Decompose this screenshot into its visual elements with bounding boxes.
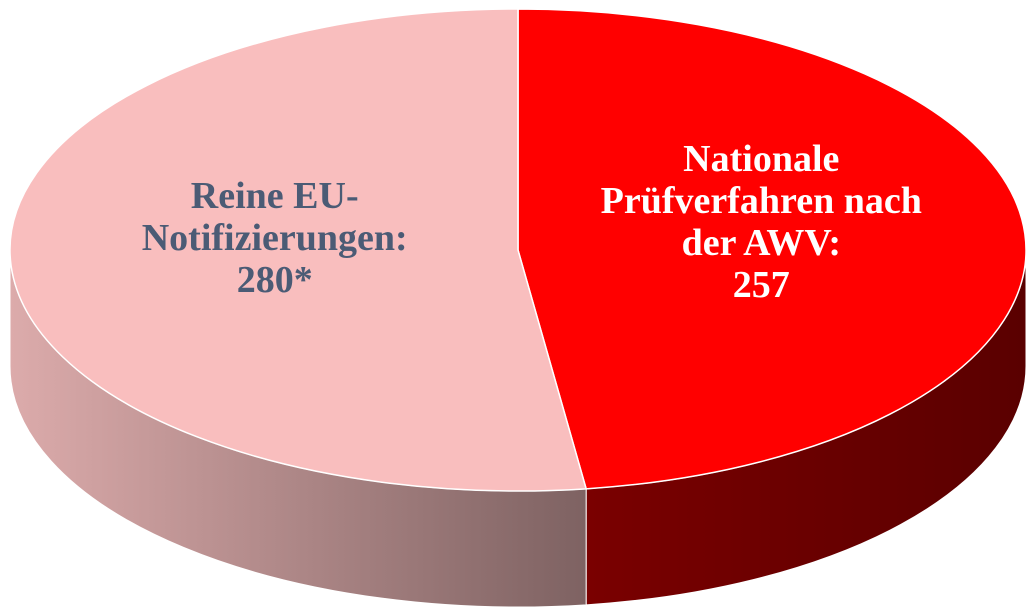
label-value: 280*: [236, 258, 313, 301]
label-name: Nationale Prüfverfahren nach der AWV:: [600, 138, 922, 265]
slice: [517, 8, 1027, 490]
label-name: Reine EU-Notifizierungen:: [141, 174, 408, 259]
slice: [9, 8, 588, 492]
label-value: 257: [732, 264, 790, 307]
data-label: Nationale Prüfverfahren nach der AWV: 257: [596, 138, 926, 306]
data-label: Reine EU-Notifizierungen: 280*: [110, 175, 440, 301]
